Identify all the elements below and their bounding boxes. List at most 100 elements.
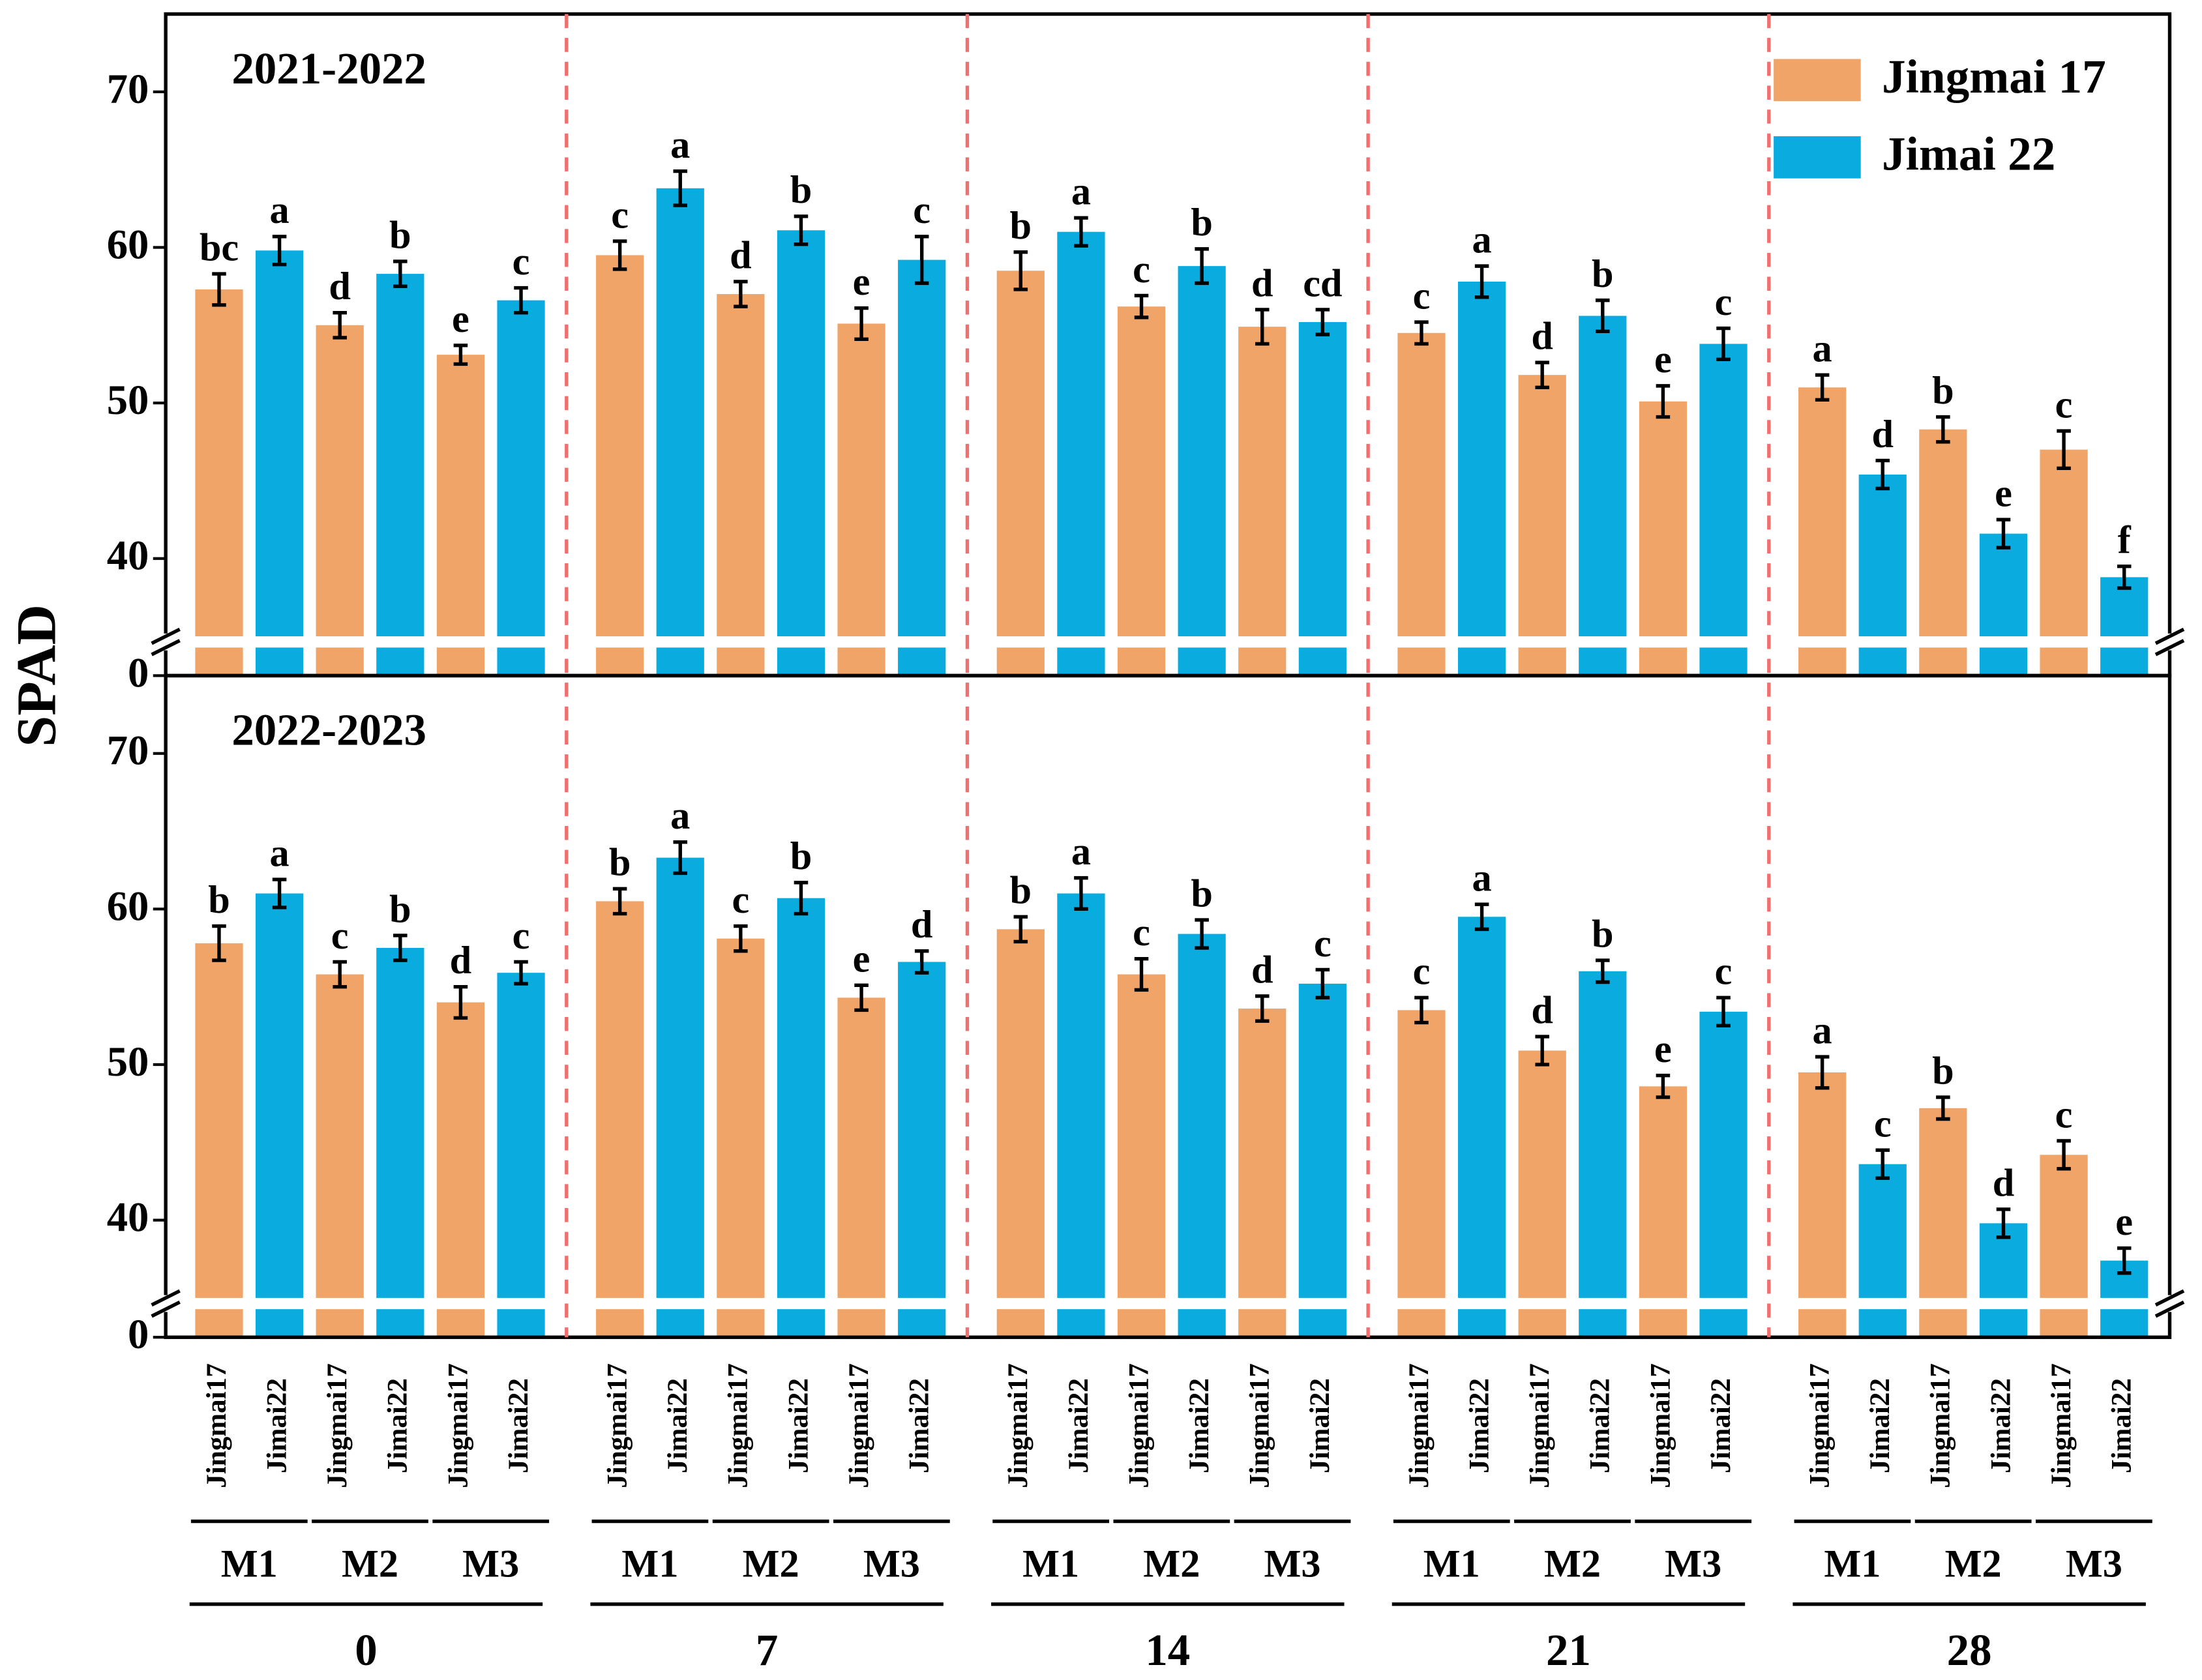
bar <box>596 255 644 676</box>
error-bar <box>1134 957 1149 992</box>
bar <box>436 355 485 676</box>
y-tick-label: 60 <box>107 220 149 267</box>
error-bar <box>453 344 468 366</box>
treatment-label: M3 <box>1665 1542 1721 1585</box>
bar <box>255 250 304 676</box>
error-bar <box>673 169 688 207</box>
bar <box>1238 327 1287 676</box>
bar <box>656 188 704 676</box>
bar <box>1639 1086 1688 1338</box>
error-bar <box>2057 429 2071 471</box>
treatment-label: M2 <box>1143 1542 1200 1585</box>
significance-letter: d <box>1251 261 1273 305</box>
bar <box>1518 1050 1566 1338</box>
treatment-label: M2 <box>1544 1542 1601 1585</box>
bar-label: Jingmai17 <box>1003 1363 1034 1488</box>
legend-swatch <box>1774 59 1861 102</box>
bar <box>1298 322 1346 676</box>
significance-letter: b <box>389 887 411 931</box>
error-bar <box>393 934 408 962</box>
bar <box>1057 231 1105 676</box>
significance-letter: a <box>270 831 290 875</box>
y-tick-label: 40 <box>107 532 149 579</box>
error-bar <box>914 949 929 975</box>
significance-letter: a <box>670 123 690 167</box>
break-mark <box>151 1289 181 1318</box>
error-bar <box>673 840 688 876</box>
significance-letter: e <box>2115 1200 2133 1244</box>
error-bar <box>612 239 627 271</box>
bar-label: Jimai22 <box>1706 1378 1736 1473</box>
break-mark <box>2154 1289 2185 1318</box>
bar-label: Jimai22 <box>1184 1378 1215 1473</box>
bar <box>1979 533 2028 676</box>
legend-label: Jimai 22 <box>1882 127 2055 180</box>
significance-letter: a <box>1071 830 1091 874</box>
day-label: 14 <box>1145 1625 1190 1675</box>
error-bar <box>734 924 748 953</box>
error-bar <box>1315 308 1330 336</box>
error-bar <box>1134 293 1149 319</box>
significance-letter: c <box>2055 1093 2073 1136</box>
legend-label: Jingmai 17 <box>1882 50 2106 103</box>
bar-label: Jingmai17 <box>201 1363 232 1488</box>
bar <box>2040 1155 2088 1338</box>
y-tick-label: 0 <box>128 649 149 696</box>
bar <box>316 974 364 1338</box>
significance-letter: b <box>1592 252 1614 296</box>
bar-label: Jingmai17 <box>1123 1363 1154 1488</box>
error-bar <box>1936 415 1950 444</box>
significance-letter: c <box>1133 248 1150 291</box>
error-bar <box>333 311 347 340</box>
error-bar <box>514 960 528 986</box>
error-bar <box>1074 216 1088 248</box>
treatment-label: M1 <box>1824 1542 1881 1585</box>
error-bar <box>333 960 347 989</box>
axis-break-gap <box>167 1297 2169 1310</box>
significance-letter: b <box>1010 869 1032 913</box>
significance-letter: d <box>1531 988 1553 1032</box>
treatment-label: M2 <box>1945 1542 2002 1585</box>
error-bar <box>1535 1035 1549 1067</box>
day-label: 28 <box>1947 1625 1992 1675</box>
bar-label: Jingmai17 <box>1525 1363 1555 1488</box>
bar <box>717 294 765 676</box>
y-tick-label: 50 <box>107 1038 149 1085</box>
bar-label: Jingmai17 <box>603 1363 633 1488</box>
error-bar <box>1716 326 1731 362</box>
significance-letter: d <box>329 265 351 308</box>
significance-letter: c <box>331 914 349 958</box>
bar <box>1397 332 1446 676</box>
error-bar <box>1013 250 1028 291</box>
bar <box>2100 577 2149 676</box>
treatment-label: M3 <box>863 1542 920 1585</box>
error-bar <box>1315 967 1330 1000</box>
bar <box>497 973 545 1338</box>
bar-label: Jingmai17 <box>2046 1363 2077 1488</box>
bar <box>717 938 765 1338</box>
y-tick-label: 50 <box>107 376 149 423</box>
bar-label: Jimai22 <box>662 1378 693 1473</box>
error-bar <box>1596 298 1610 334</box>
error-bar <box>1875 1148 1890 1180</box>
bar-label: Jingmai17 <box>1245 1363 1275 1488</box>
bar-label: Jingmai17 <box>1404 1363 1435 1488</box>
bar <box>376 274 424 676</box>
y-tick-label: 0 <box>128 1310 149 1357</box>
error-bar <box>1474 902 1489 932</box>
bar <box>1639 401 1688 676</box>
significance-letter: b <box>1010 204 1032 248</box>
bar <box>1117 974 1166 1338</box>
error-bar <box>854 306 869 341</box>
significance-letter: b <box>790 834 812 878</box>
significance-letter: b <box>1592 912 1614 956</box>
significance-letter: a <box>1813 327 1832 371</box>
bar <box>195 289 243 676</box>
bar <box>996 271 1045 676</box>
bar <box>996 929 1045 1338</box>
treatment-label: M1 <box>1022 1542 1079 1585</box>
error-bar <box>272 877 287 909</box>
y-tick-label: 70 <box>107 65 149 112</box>
